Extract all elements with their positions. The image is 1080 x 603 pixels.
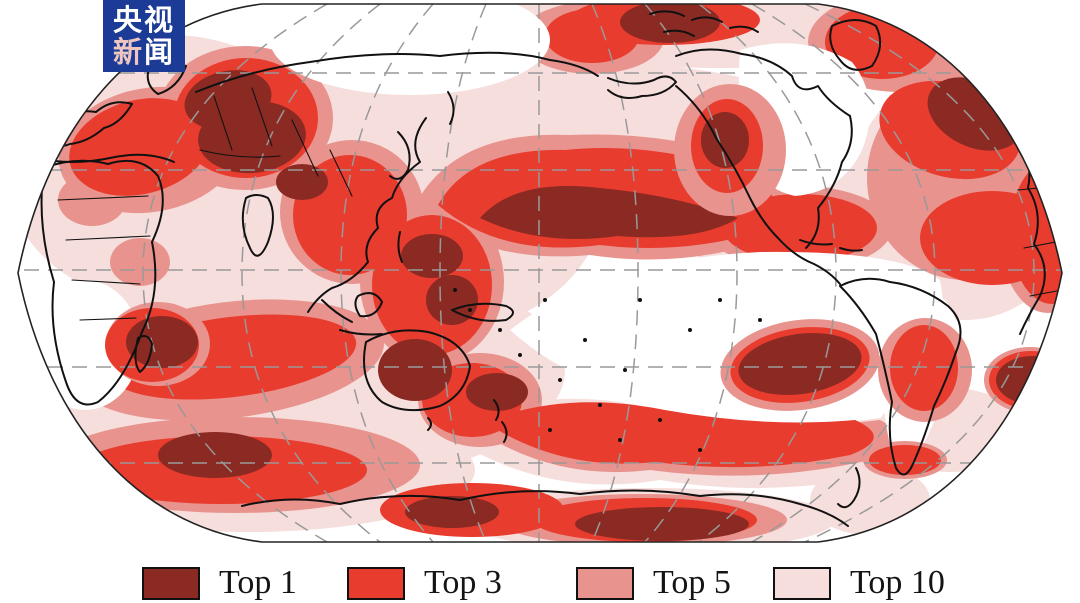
- white-regions: [30, 4, 959, 468]
- legend-item-top10: Top 10: [773, 564, 945, 602]
- pacific-island-specks: [453, 288, 762, 452]
- logo-char-wen: 闻: [144, 34, 176, 69]
- top1-layer: [158, 70, 1040, 541]
- legend-label-top10: Top 10: [850, 564, 945, 601]
- legend-label-top5: Top 5: [653, 564, 731, 601]
- legend-label-top3: Top 3: [424, 564, 502, 601]
- legend-item-top5: Top 5: [576, 564, 731, 602]
- cctv-news-logo: 央视 新闻: [103, 0, 185, 72]
- legend-swatch-top1: [142, 566, 200, 600]
- logo-char-xin: 新: [112, 34, 144, 69]
- logo-line2: 新闻: [112, 34, 176, 69]
- legend-item-top1: Top 1: [142, 564, 297, 602]
- legend-swatch-top10: [773, 566, 831, 600]
- legend-label-top1: Top 1: [219, 564, 297, 601]
- graticule-lines: [18, 4, 1062, 542]
- legend-swatch-top5: [576, 566, 634, 600]
- projection-outline: [17, 3, 1063, 543]
- coastlines: [27, 10, 1046, 527]
- legend-item-top3: Top 3: [347, 564, 502, 602]
- legend-swatch-top3: [347, 566, 405, 600]
- logo-line1: 央视: [112, 3, 175, 38]
- world-map: [17, 3, 1063, 543]
